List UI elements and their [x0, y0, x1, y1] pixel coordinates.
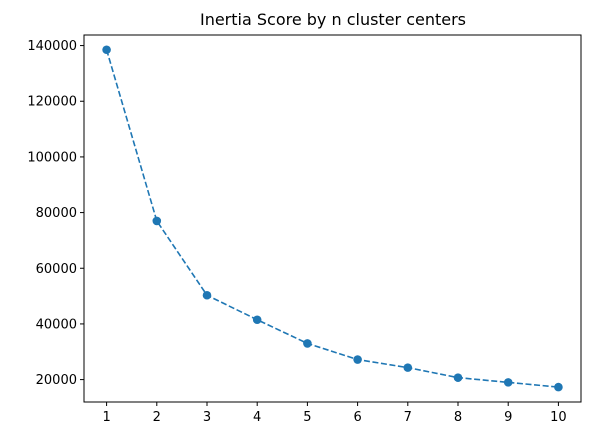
y-tick-label: 80000	[36, 206, 77, 221]
data-point	[252, 315, 262, 325]
data-point	[403, 363, 413, 372]
data-point	[202, 290, 212, 300]
series-line	[105, 49, 559, 388]
x-tick-label: 4	[253, 410, 261, 425]
data-point	[554, 382, 563, 392]
y-tick-label: 40000	[36, 317, 77, 332]
x-tick-label: 10	[550, 410, 567, 425]
y-tick-label: 20000	[36, 373, 77, 388]
data-point	[353, 355, 362, 364]
x-tick-label: 3	[203, 410, 211, 425]
data-point	[102, 45, 111, 55]
series	[102, 45, 563, 392]
x-tick-label: 9	[504, 410, 512, 425]
data-point	[503, 378, 513, 387]
axes	[83, 34, 582, 403]
axis-ticks: 1 2 3 4 5 6 7 8 9 10 20000 40000 60000 80000 100000 120…	[27, 39, 566, 425]
plot-frame	[83, 34, 582, 403]
x-tick-label: 8	[454, 410, 462, 425]
data-point	[303, 339, 312, 348]
y-tick-label: 100000	[27, 150, 77, 165]
x-tick-label: 2	[153, 410, 161, 425]
y-tick-label: 60000	[36, 262, 77, 277]
chart-title: Inertia Score by n cluster centers	[200, 10, 466, 29]
x-tick-label: 6	[353, 410, 361, 425]
x-tick-label: 7	[404, 410, 412, 425]
x-tick-label: 5	[303, 410, 311, 425]
y-tick-label: 140000	[27, 39, 77, 54]
data-point	[152, 216, 162, 226]
data-point	[453, 373, 463, 382]
x-tick-label: 1	[102, 410, 110, 425]
y-tick-label: 120000	[27, 95, 77, 110]
